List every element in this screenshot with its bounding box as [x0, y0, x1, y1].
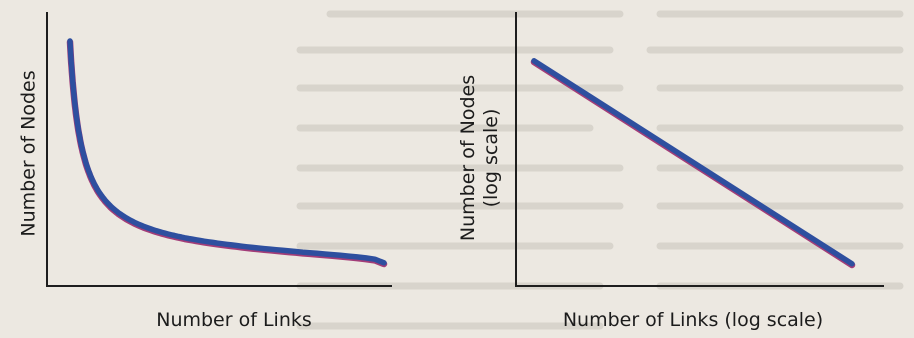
left-y-axis-label: Number of Nodes — [17, 70, 40, 237]
left-series-line — [67, 38, 387, 266]
left-x-axis-label: Number of Links — [156, 309, 312, 331]
right-y-axis-label: Number of Nodes (log scale) — [457, 74, 502, 242]
right-x-axis-label: Number of Links (log scale) — [562, 309, 824, 331]
left-chart — [46, 12, 392, 287]
left-series-highlight — [66, 38, 388, 268]
right-chart — [515, 12, 884, 287]
right-series-line — [531, 58, 855, 267]
